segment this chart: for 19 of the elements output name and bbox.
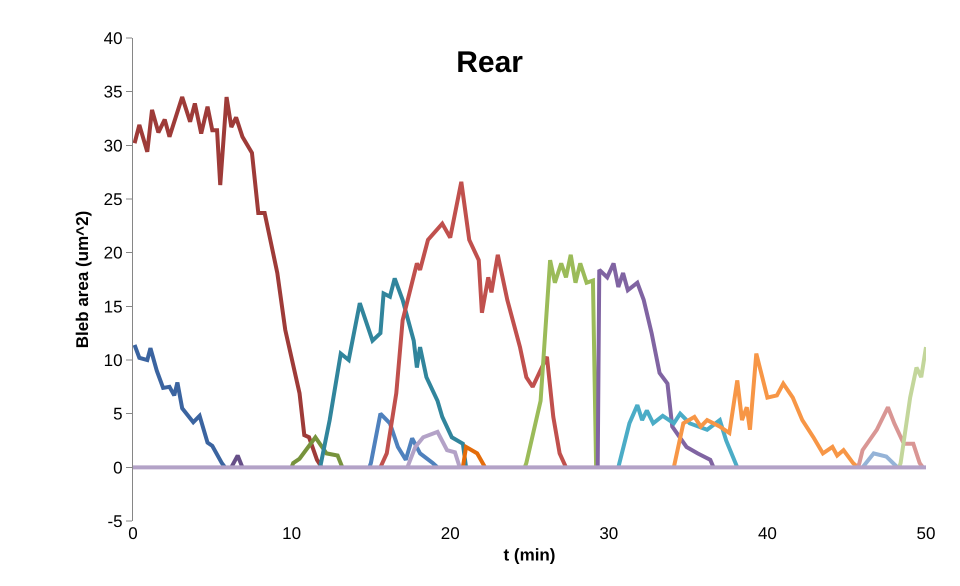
y-tick-label: 25 <box>104 190 123 209</box>
x-tick-label: 0 <box>128 524 138 543</box>
x-axis-title: t (min) <box>504 545 556 564</box>
y-tick-label: 40 <box>104 28 123 48</box>
y-tick-label: 5 <box>113 404 123 424</box>
x-tick-label: 10 <box>282 524 302 543</box>
y-tick-label: 15 <box>104 297 123 316</box>
x-tick-label: 20 <box>440 524 460 543</box>
x-tick-label: 30 <box>599 524 618 543</box>
chart-title: Rear <box>456 46 524 80</box>
y-tick-label: 35 <box>104 82 123 102</box>
y-tick-label: -5 <box>107 512 123 531</box>
y-tick-label: 10 <box>104 350 123 370</box>
y-tick-label: 0 <box>113 458 123 478</box>
x-tick-label: 40 <box>758 524 777 543</box>
y-tick-label: 30 <box>104 136 123 156</box>
y-axis-title: Bleb area (um^2) <box>73 210 92 348</box>
x-tick-label: 50 <box>916 524 936 543</box>
y-tick-label: 20 <box>104 244 123 263</box>
